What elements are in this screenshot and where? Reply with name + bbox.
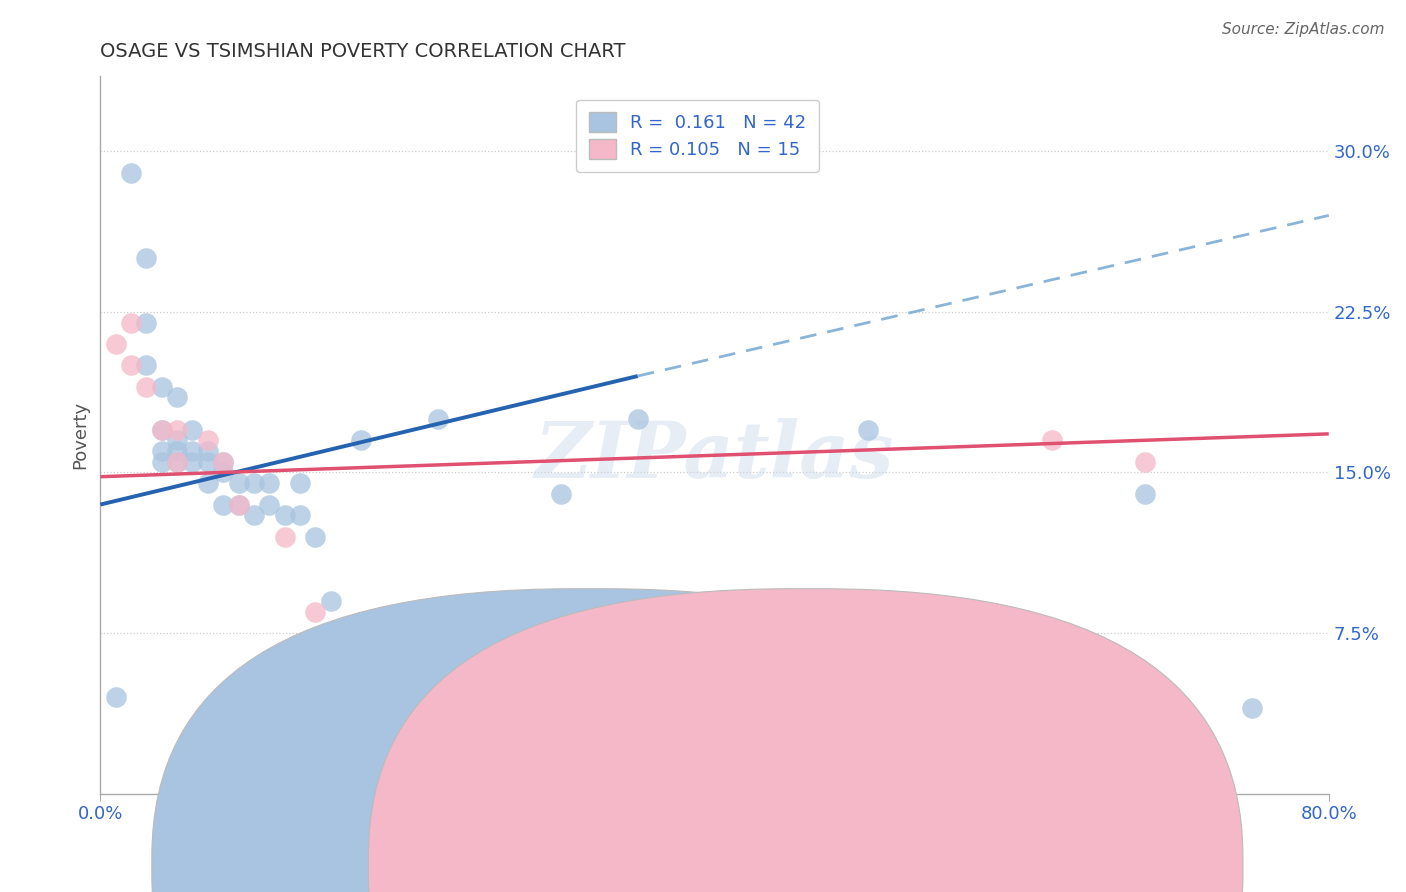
- Point: [212, 498, 235, 512]
- Point: [135, 380, 157, 394]
- Point: [243, 476, 266, 491]
- Point: [135, 252, 157, 266]
- Point: [197, 455, 219, 469]
- Point: [734, 637, 756, 651]
- Point: [304, 605, 326, 619]
- Point: [166, 455, 188, 469]
- Point: [228, 498, 250, 512]
- Point: [1133, 487, 1156, 501]
- Point: [166, 391, 188, 405]
- Point: [319, 594, 342, 608]
- Point: [135, 359, 157, 373]
- Point: [856, 423, 879, 437]
- Point: [212, 466, 235, 480]
- Point: [104, 690, 127, 705]
- Point: [212, 455, 235, 469]
- Point: [166, 434, 188, 448]
- Point: [488, 605, 510, 619]
- Point: [150, 455, 173, 469]
- Point: [228, 476, 250, 491]
- Point: [288, 476, 311, 491]
- Point: [150, 423, 173, 437]
- Text: Tsimshian: Tsimshian: [800, 855, 887, 873]
- Point: [427, 412, 450, 426]
- Point: [273, 530, 295, 544]
- Point: [104, 337, 127, 351]
- Point: [304, 530, 326, 544]
- Point: [197, 434, 219, 448]
- Point: [350, 434, 373, 448]
- Point: [120, 165, 142, 179]
- Text: OSAGE VS TSIMSHIAN POVERTY CORRELATION CHART: OSAGE VS TSIMSHIAN POVERTY CORRELATION C…: [100, 42, 626, 61]
- Point: [627, 412, 650, 426]
- Point: [120, 316, 142, 330]
- Point: [181, 423, 204, 437]
- Point: [212, 455, 235, 469]
- Point: [181, 444, 204, 458]
- Point: [166, 423, 188, 437]
- Point: [135, 316, 157, 330]
- Point: [197, 476, 219, 491]
- Point: [1040, 434, 1063, 448]
- Point: [259, 476, 281, 491]
- Y-axis label: Poverty: Poverty: [72, 401, 89, 469]
- Text: Osage: Osage: [598, 855, 654, 873]
- Text: Source: ZipAtlas.com: Source: ZipAtlas.com: [1222, 22, 1385, 37]
- Point: [672, 615, 695, 630]
- Legend: R =  0.161   N = 42, R = 0.105   N = 15: R = 0.161 N = 42, R = 0.105 N = 15: [576, 100, 820, 172]
- Point: [243, 508, 266, 523]
- Point: [181, 455, 204, 469]
- Point: [288, 508, 311, 523]
- Point: [150, 380, 173, 394]
- Point: [1240, 701, 1263, 715]
- Point: [550, 487, 572, 501]
- Point: [228, 498, 250, 512]
- Text: ZIPatlas: ZIPatlas: [534, 418, 894, 495]
- Point: [1133, 455, 1156, 469]
- Point: [150, 444, 173, 458]
- Point: [166, 455, 188, 469]
- Point: [273, 508, 295, 523]
- Point: [150, 423, 173, 437]
- Point: [166, 444, 188, 458]
- Point: [120, 359, 142, 373]
- Point: [197, 444, 219, 458]
- Point: [259, 498, 281, 512]
